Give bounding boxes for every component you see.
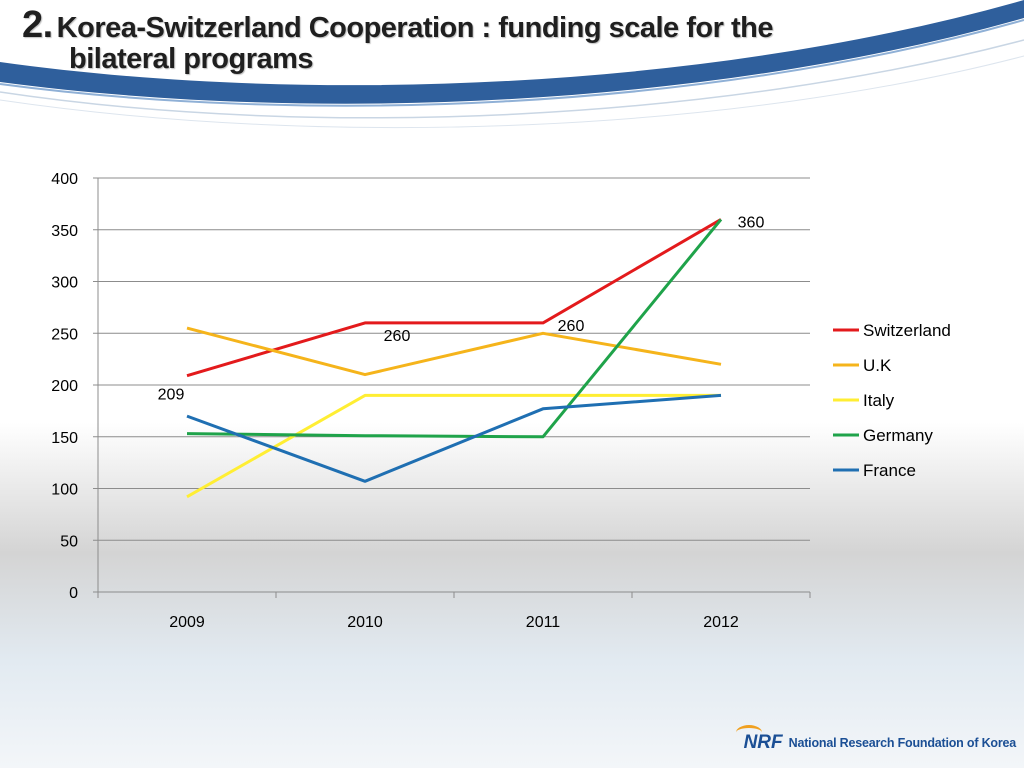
series-line-u-k [186,326,722,377]
x-tick-label: 2011 [526,614,561,631]
y-tick-label: 100 [51,482,78,499]
title-line-2: bilateral programs [69,43,314,75]
x-tick-label: 2010 [347,614,383,631]
title-line-1: Korea-Switzerland Cooperation : funding … [56,12,774,44]
y-tick-label: 0 [69,585,78,602]
legend-label: Germany [863,426,933,445]
legend-label: U.K [863,356,892,375]
slide-title: 2. Korea-Switzerland Cooperation : fundi… [22,4,922,76]
series-line-italy [186,393,721,499]
legend-label: France [863,461,916,480]
legend-label: Italy [863,391,895,410]
series-line-france [186,393,722,483]
series-line-germany [186,218,723,439]
y-tick-label: 350 [51,223,78,240]
line-chart: 0 50 100 150 200 250 300 350 400 2009 2010 2011 2012… [51,171,951,631]
y-tick-label: 150 [51,430,78,447]
y-tick-label: 400 [51,171,78,188]
nrf-logo: NRF National Research Foundation of Kore… [735,725,1017,760]
series-line-switzerland [186,218,722,378]
data-label: 209 [158,387,185,404]
legend-label: Switzerland [863,321,951,340]
logo-text: National Research Foundation of Korea [788,736,1017,750]
logo-mark: NRF [735,725,783,754]
title-number: 2. [22,4,53,46]
data-label: 360 [738,214,765,231]
y-tick-label: 300 [51,275,78,292]
y-tick-label: 250 [51,326,78,343]
x-tick-label: 2012 [703,614,739,631]
y-tick-label: 50 [60,533,78,550]
y-tick-label: 200 [51,378,78,395]
data-label: 260 [558,318,585,335]
data-label: 260 [384,328,411,345]
x-tick-label: 2009 [169,614,205,631]
